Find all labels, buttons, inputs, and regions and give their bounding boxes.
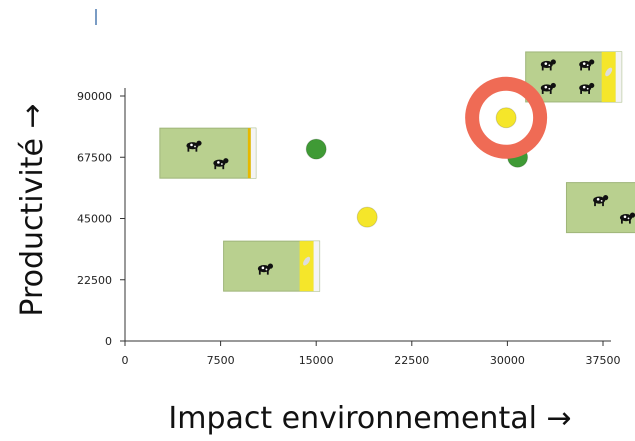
cow-card bbox=[159, 127, 257, 179]
cow-card bbox=[223, 240, 321, 292]
data-points bbox=[305, 76, 548, 228]
y-tick-label: 90000 bbox=[77, 90, 112, 103]
yellow-strip bbox=[601, 51, 616, 102]
cow-card bbox=[525, 51, 623, 103]
y-tick-label: 67500 bbox=[77, 151, 112, 164]
y-tick-label: 45000 bbox=[77, 213, 112, 226]
highlight-ring bbox=[465, 76, 548, 159]
data-point bbox=[305, 138, 327, 160]
y-axis-title: Productivité → bbox=[15, 103, 50, 316]
y-tick-label: 0 bbox=[105, 335, 112, 348]
data-point bbox=[356, 206, 378, 228]
cow-cards bbox=[159, 51, 635, 292]
cow-icon bbox=[579, 59, 595, 71]
cursor-mark bbox=[95, 9, 97, 25]
x-tick-label: 0 bbox=[122, 354, 129, 367]
x-axis-title: Impact environnemental → bbox=[168, 401, 571, 436]
data-point bbox=[495, 107, 517, 129]
yellow-strip bbox=[299, 241, 314, 292]
cow-icon bbox=[540, 82, 556, 94]
cow-icon bbox=[213, 158, 229, 170]
axes: 0 7500 15000 22500 30000 37500 0 22500 45000 6750… bbox=[77, 88, 621, 367]
y-tick-label: 22500 bbox=[77, 274, 112, 287]
x-tick-label: 30000 bbox=[490, 354, 525, 367]
cow-card bbox=[565, 182, 635, 234]
cow-icon bbox=[186, 140, 202, 152]
cow-icon bbox=[257, 263, 274, 275]
x-tick-label: 15000 bbox=[299, 354, 334, 367]
cow-icon bbox=[540, 59, 556, 71]
x-tick-label: 7500 bbox=[207, 354, 235, 367]
x-tick-label: 37500 bbox=[586, 354, 621, 367]
x-tick-label: 22500 bbox=[394, 354, 429, 367]
cow-icon bbox=[619, 212, 635, 224]
cow-icon bbox=[579, 82, 595, 94]
cow-icon bbox=[593, 195, 609, 207]
